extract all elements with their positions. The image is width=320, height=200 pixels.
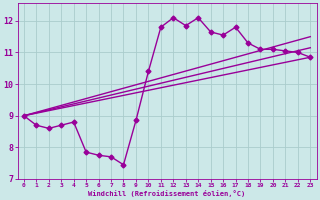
X-axis label: Windchill (Refroidissement éolien,°C): Windchill (Refroidissement éolien,°C): [88, 190, 246, 197]
